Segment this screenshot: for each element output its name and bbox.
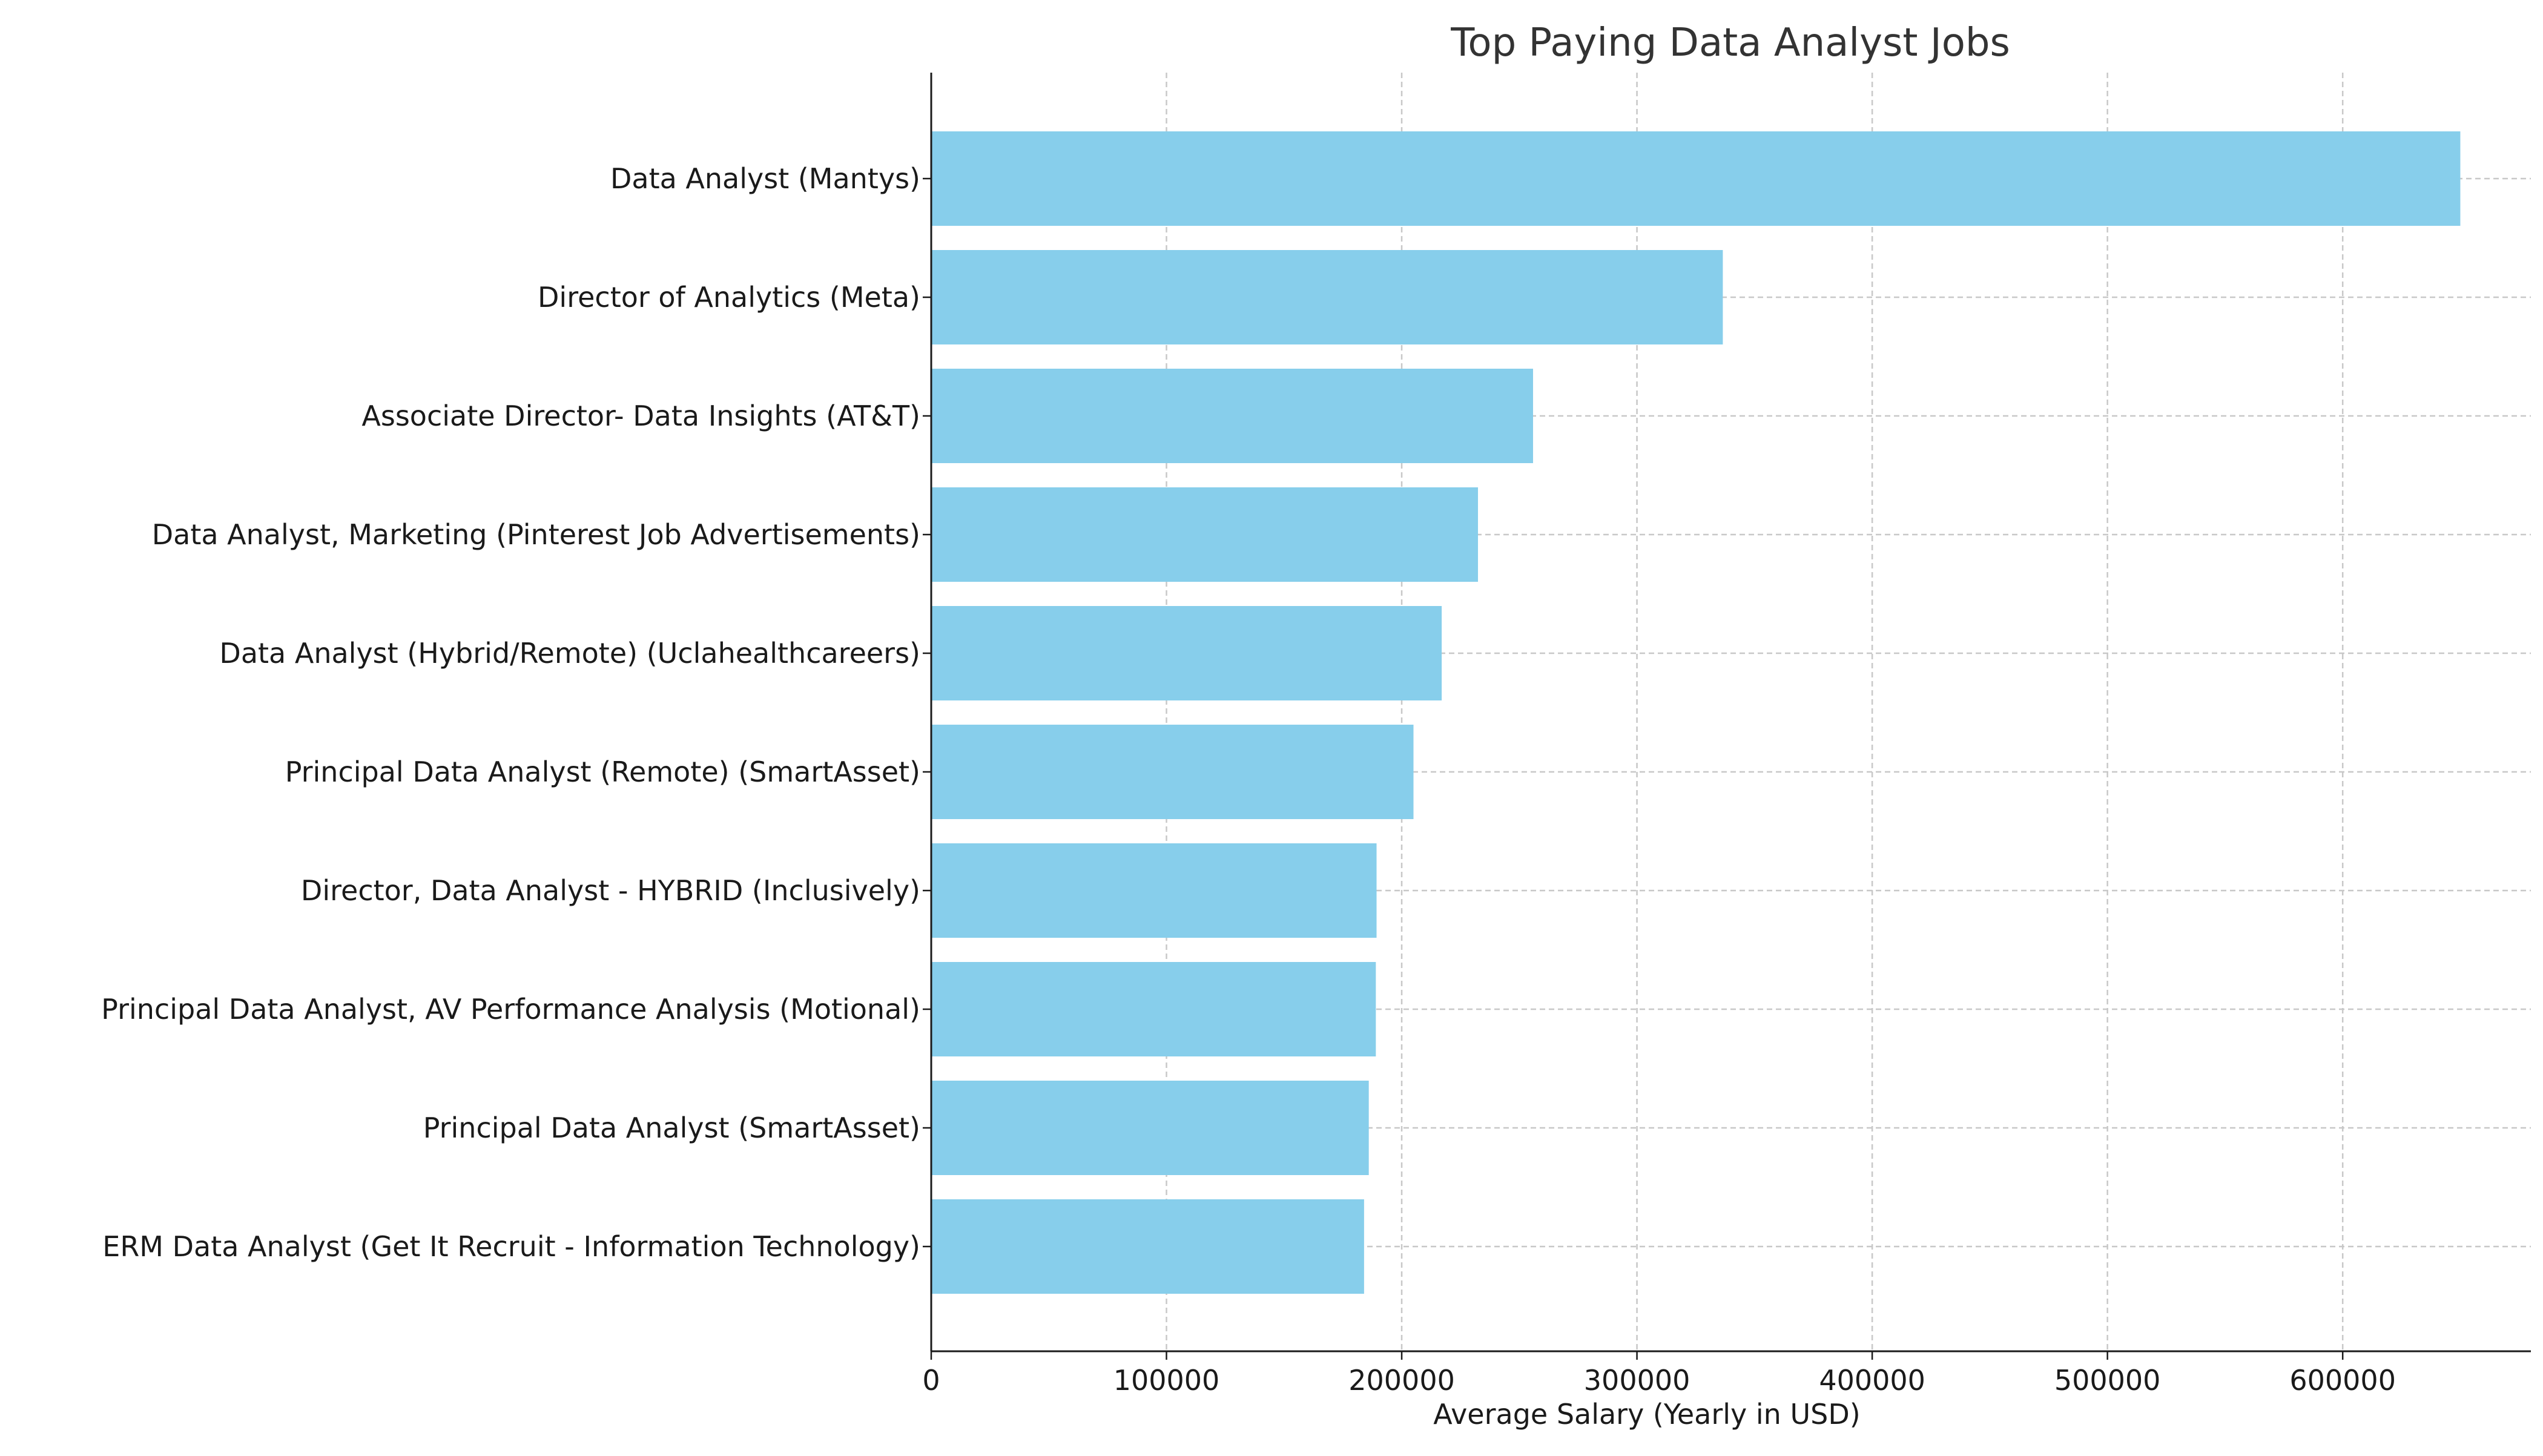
category-label: Data Analyst (Hybrid/Remote) (Uclahealth… [219,637,920,670]
x-tick-label: 100000 [1113,1364,1220,1397]
x-tick-labels: 0 100000 200000 300000 400000 500000 600000 [922,1351,2396,1397]
x-axis-title: Average Salary (Yearly in USD) [1433,1398,1860,1431]
bar [931,487,1479,582]
category-label: Data Analyst (Mantys) [610,162,920,195]
category-label: Principal Data Analyst (SmartAsset) [423,1112,920,1144]
category-labels: Data Analyst (Mantys) Director of Analyti… [101,162,931,1263]
bar [931,843,1377,938]
category-label: Associate Director- Data Insights (AT&T) [361,400,920,432]
bar [931,1199,1364,1294]
category-label: Data Analyst, Marketing (Pinterest Job A… [152,518,920,551]
axes [930,73,2531,1352]
x-tick-label: 200000 [1348,1364,1455,1397]
category-label: ERM Data Analyst (Get It Recruit - Infor… [102,1230,920,1263]
bar [931,725,1414,819]
x-tick-label: 0 [922,1364,940,1397]
bar [931,1081,1369,1175]
category-label: Director of Analytics (Meta) [538,281,920,314]
category-label: Principal Data Analyst (Remote) (SmartAs… [285,756,920,788]
bar [931,606,1442,700]
x-tick-label: 600000 [2289,1364,2396,1397]
chart-title: Top Paying Data Analyst Jobs [1450,21,2010,65]
category-label: Principal Data Analyst, AV Performance A… [101,993,920,1026]
bar [931,250,1723,344]
x-tick-label: 500000 [2054,1364,2161,1397]
x-tick-label: 400000 [1819,1364,1925,1397]
bar [931,131,2461,226]
category-label: Director, Data Analyst - HYBRID (Inclusi… [301,874,920,907]
x-tick-label: 300000 [1584,1364,1690,1397]
bar [931,962,1376,1056]
bar [931,369,1533,463]
bars [931,131,2461,1294]
